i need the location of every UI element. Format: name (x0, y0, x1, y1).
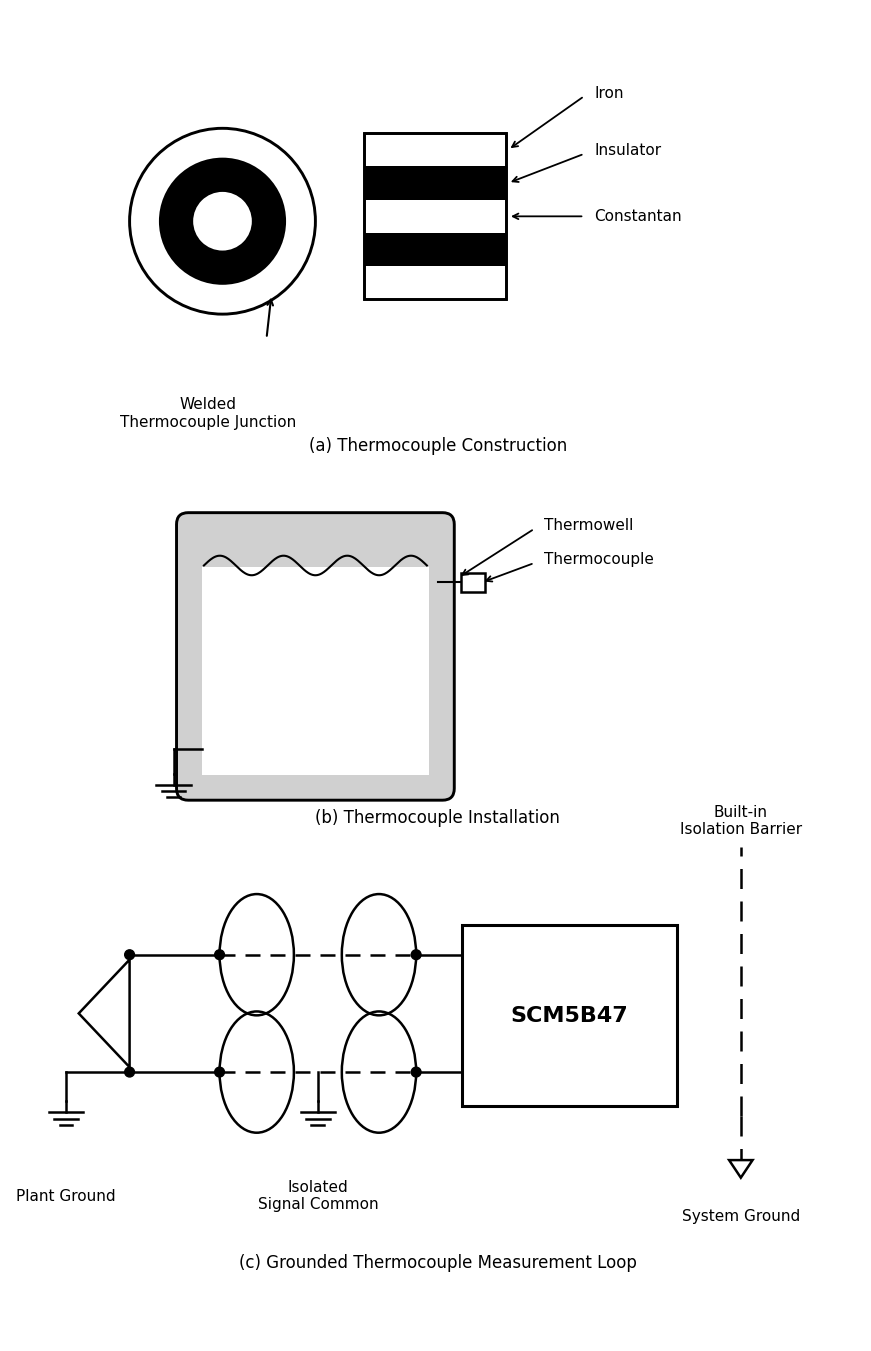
Bar (364, 134, 506, 300)
FancyBboxPatch shape (177, 512, 455, 800)
Bar (461, 573, 484, 592)
Text: (c) Grounded Thermocouple Measurement Loop: (c) Grounded Thermocouple Measurement Lo… (239, 1254, 637, 1271)
Circle shape (411, 1067, 421, 1077)
Circle shape (125, 1067, 134, 1077)
Text: Plant Ground: Plant Ground (17, 1189, 116, 1205)
Text: Constantan: Constantan (594, 209, 682, 224)
Text: System Ground: System Ground (682, 1209, 800, 1224)
Circle shape (193, 192, 252, 250)
Bar (463, 925, 678, 1106)
Text: (a) Thermocouple Construction: (a) Thermocouple Construction (308, 438, 567, 455)
Text: Built-in
Isolation Barrier: Built-in Isolation Barrier (679, 805, 802, 838)
Text: Thermocouple: Thermocouple (544, 553, 654, 567)
Bar (364, 166, 506, 200)
Text: (b) Thermocouple Installation: (b) Thermocouple Installation (315, 809, 560, 827)
Circle shape (214, 950, 225, 959)
Text: SCM5B47: SCM5B47 (510, 1006, 629, 1025)
Circle shape (411, 950, 421, 959)
Text: Insulator: Insulator (594, 143, 661, 158)
Circle shape (125, 950, 134, 959)
Text: Welded
Thermocouple Junction: Welded Thermocouple Junction (119, 397, 296, 430)
Bar (202, 567, 429, 774)
Bar (364, 134, 506, 300)
Circle shape (159, 158, 286, 285)
Circle shape (214, 1067, 225, 1077)
Text: Thermowell: Thermowell (544, 519, 633, 534)
Bar (364, 232, 506, 266)
Text: Isolated
Signal Common: Isolated Signal Common (258, 1179, 378, 1212)
Text: Iron: Iron (594, 85, 624, 100)
